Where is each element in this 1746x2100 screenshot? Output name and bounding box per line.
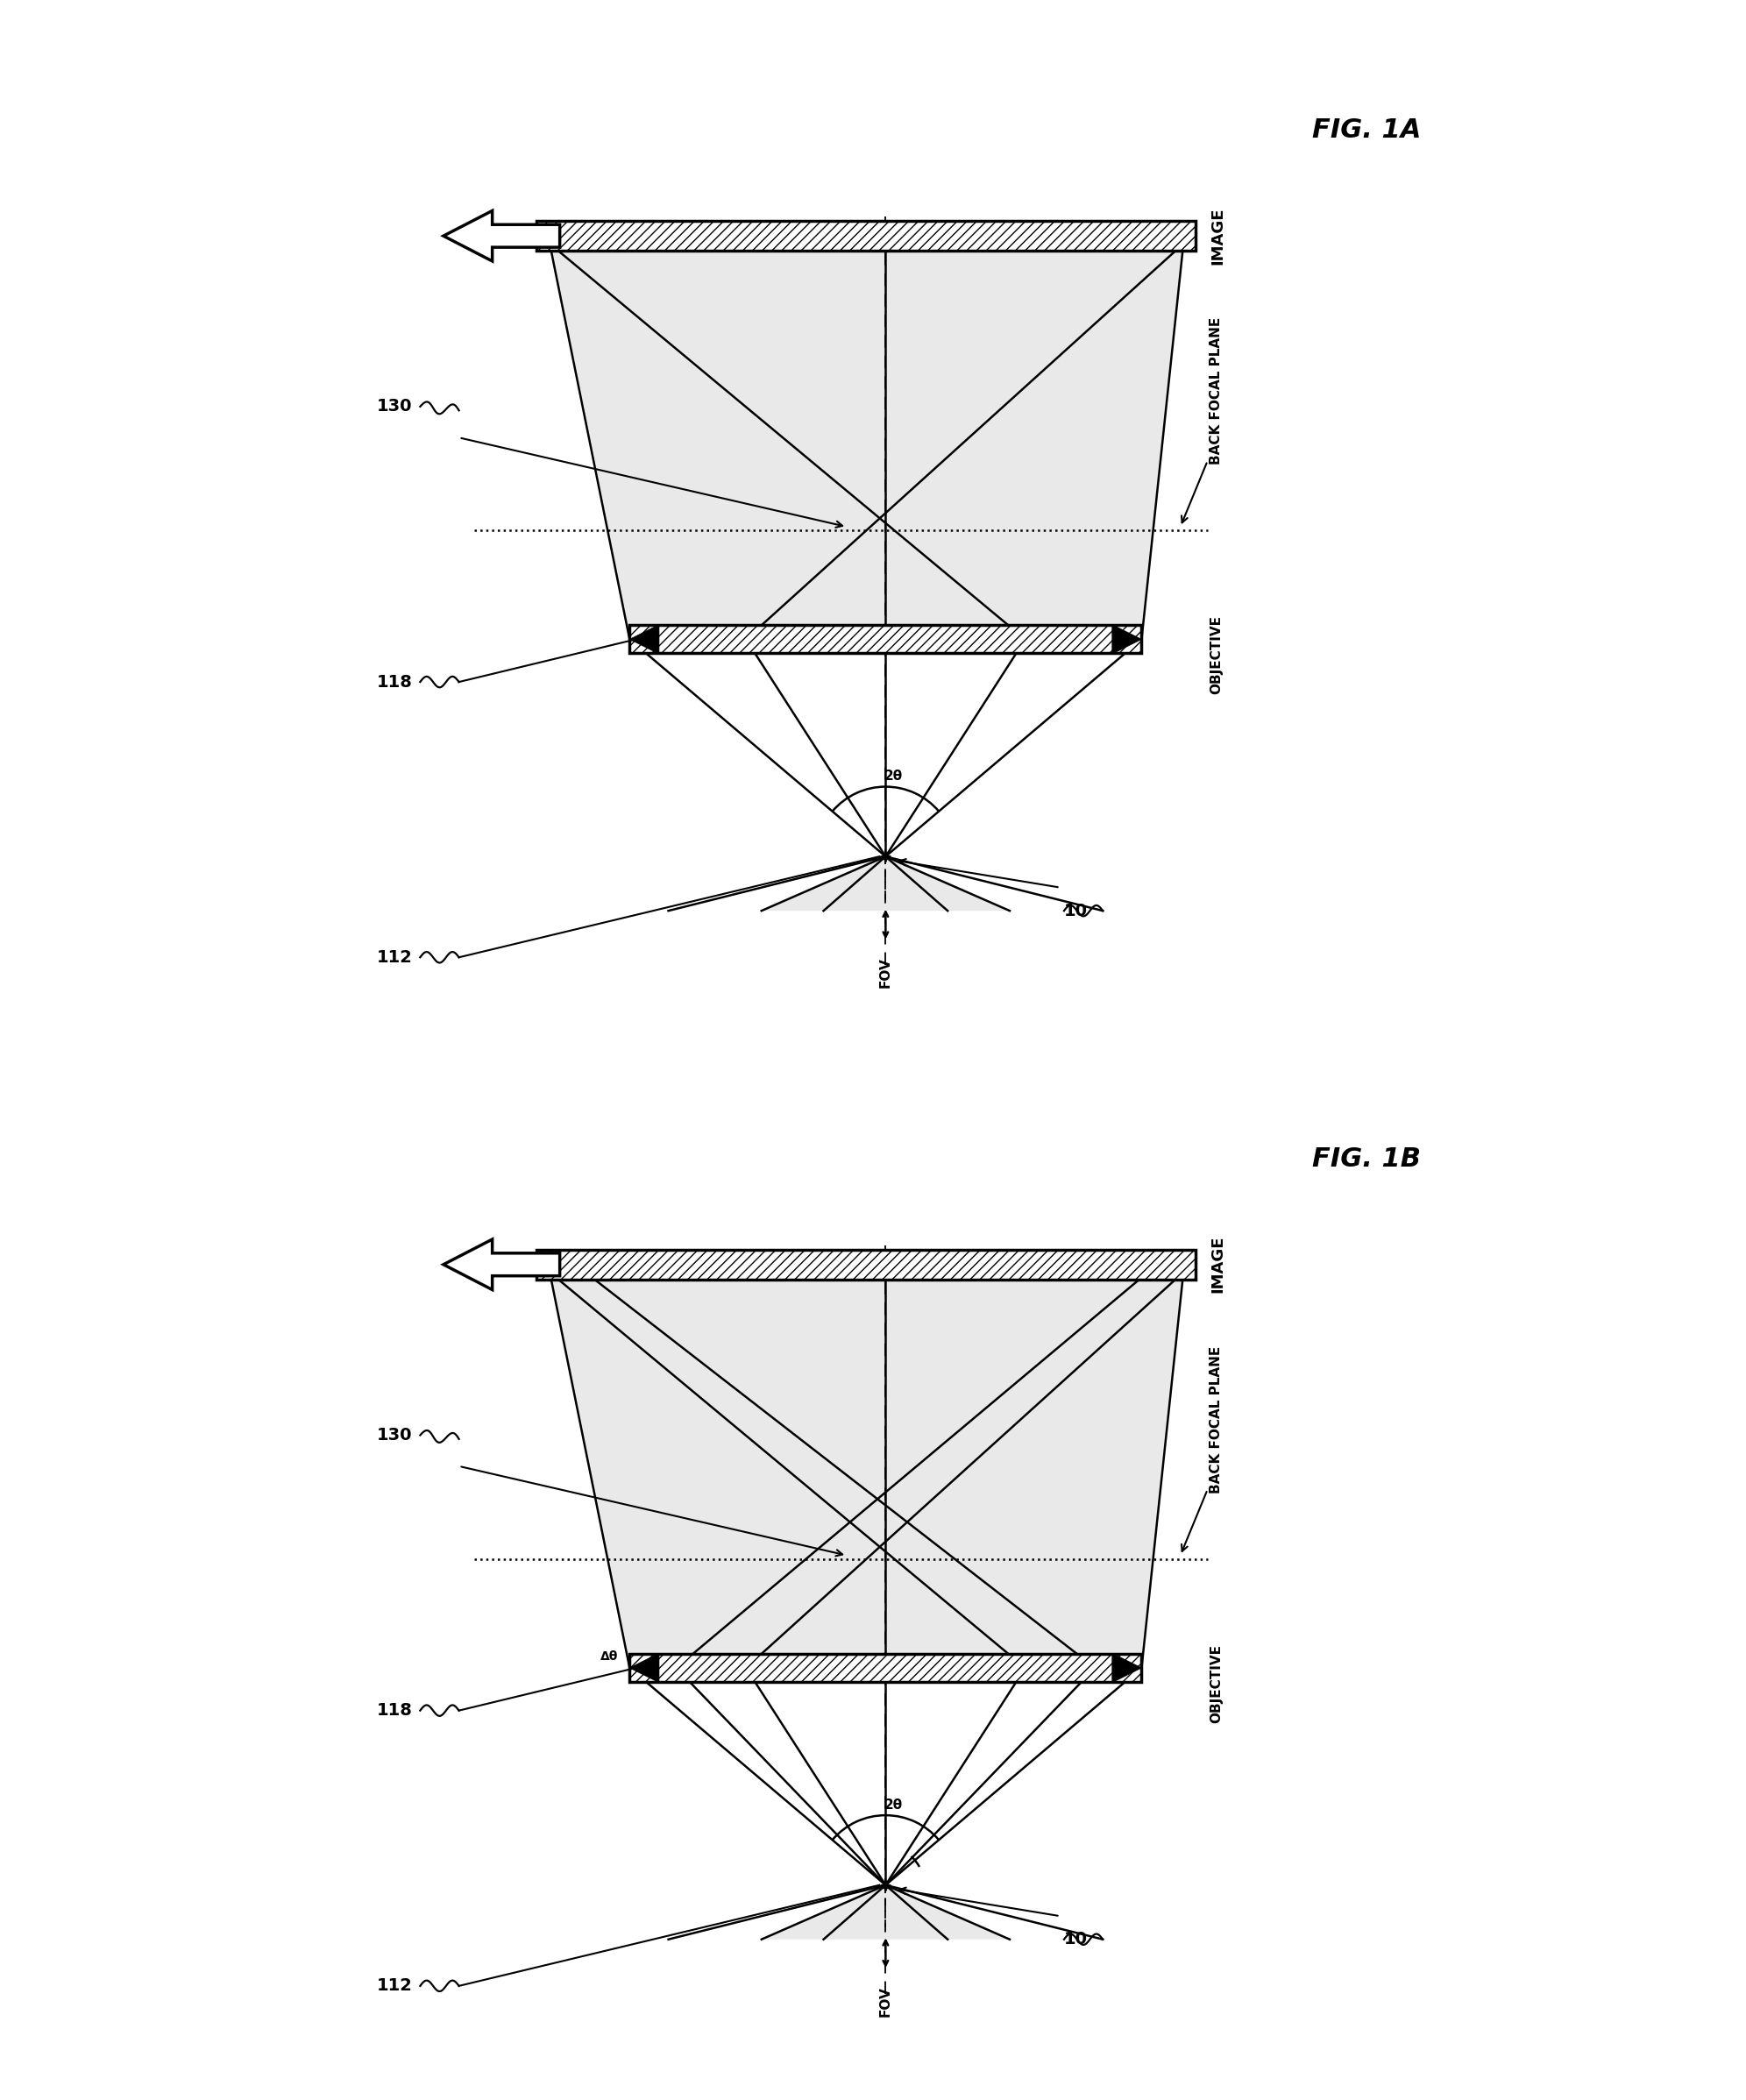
Text: IMAGE: IMAGE [1210,1235,1226,1294]
Bar [630,1655,1142,1682]
Bar [630,626,1142,653]
Polygon shape [1112,1653,1142,1682]
Text: FOV: FOV [878,958,892,987]
Text: 118: 118 [377,1703,412,1720]
Polygon shape [1112,624,1142,653]
Bar [536,220,1196,250]
Polygon shape [548,235,1184,638]
Polygon shape [443,210,560,260]
Text: 10: 10 [1063,1932,1088,1947]
Text: 2θ: 2θ [883,771,903,783]
Bar [630,1655,1142,1682]
Text: OBJECTIVE: OBJECTIVE [1210,615,1222,695]
Polygon shape [761,857,1009,911]
Text: BACK FOCAL PLANE: BACK FOCAL PLANE [1210,1346,1222,1493]
Text: IMAGE: IMAGE [1210,208,1226,265]
Text: 112: 112 [377,949,412,966]
Bar [536,1250,1196,1279]
Polygon shape [548,1264,1184,1667]
Polygon shape [630,1653,658,1682]
Polygon shape [630,624,658,653]
Text: FIG. 1B: FIG. 1B [1313,1147,1421,1172]
Bar [536,1250,1196,1279]
Bar [630,626,1142,653]
Text: 112: 112 [377,1978,412,1995]
Text: 130: 130 [377,399,412,416]
Polygon shape [761,1886,1009,1940]
Polygon shape [443,1239,560,1289]
Text: 2θ: 2θ [883,1798,903,1812]
Text: FIG. 1A: FIG. 1A [1311,118,1421,143]
Text: 118: 118 [377,674,412,691]
Text: OBJECTIVE: OBJECTIVE [1210,1644,1222,1722]
Text: 130: 130 [377,1426,412,1443]
Text: FOV: FOV [878,1987,892,2016]
Text: Δθ: Δθ [601,1651,618,1663]
Text: 10: 10 [1063,903,1088,920]
Text: BACK FOCAL PLANE: BACK FOCAL PLANE [1210,317,1222,464]
Bar [536,220,1196,250]
